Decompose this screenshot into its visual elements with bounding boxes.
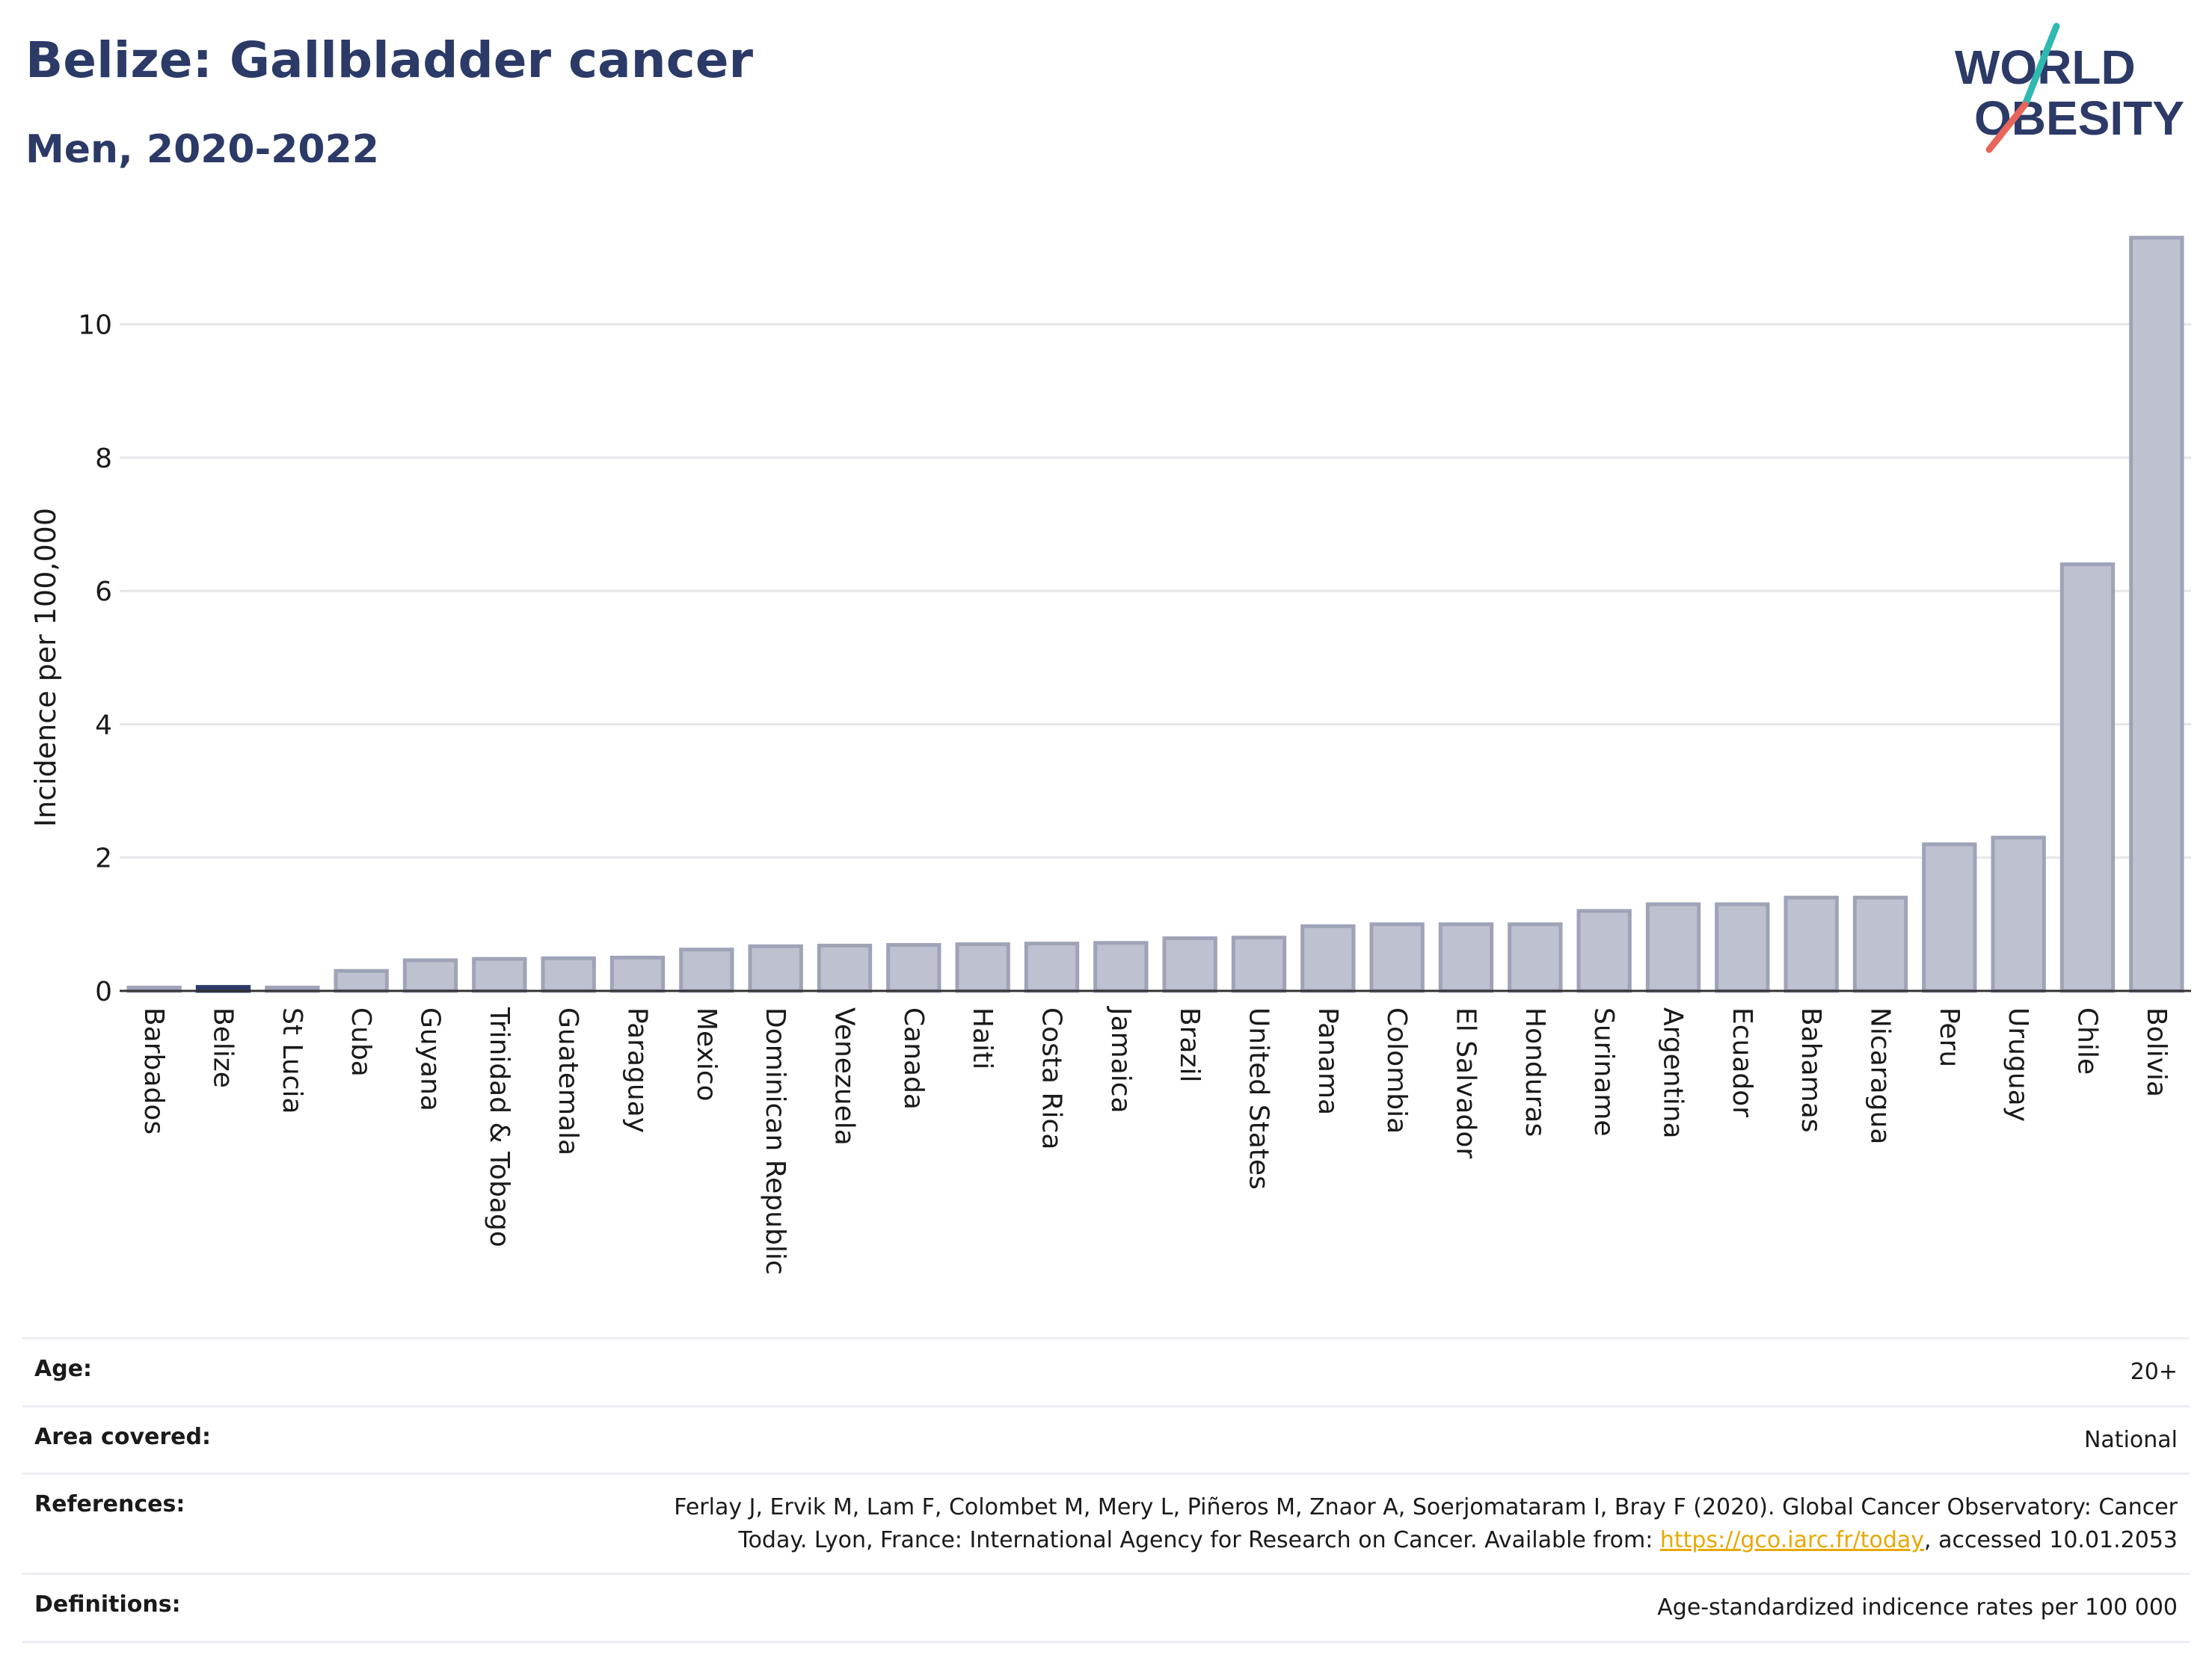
x-tick-label: Costa Rica	[1036, 1007, 1067, 1149]
x-tick-label: Uruguay	[2003, 1007, 2033, 1122]
y-tick-label: 6	[95, 577, 112, 607]
x-tick-label: Dominican Republic	[760, 1007, 790, 1275]
x-tick-label: Argentina	[1658, 1007, 1689, 1139]
bar-uruguay	[1991, 835, 2046, 993]
x-tick-label: Guatemala	[553, 1007, 583, 1155]
info-row-area: Area covered: National	[22, 1404, 2190, 1474]
info-row-definitions: Definitions: Age-standardized indicence …	[22, 1573, 2190, 1643]
age-label: Age:	[22, 1337, 360, 1406]
bar-argentina	[1645, 902, 1701, 993]
x-tick-label: Ecuador	[1727, 1007, 1757, 1117]
bar-paraguay	[609, 955, 666, 993]
age-value: 20+	[360, 1337, 2190, 1406]
bar-brazil	[1162, 936, 1217, 993]
x-tick-label: Brazil	[1174, 1007, 1205, 1082]
x-tick-label: Barbados	[138, 1007, 169, 1134]
x-tick-label: Belize	[208, 1007, 239, 1088]
definitions-value: Age-standardized indicence rates per 100…	[360, 1573, 2190, 1643]
bar-peru	[1922, 842, 1977, 993]
x-tick-label: St Lucia	[277, 1007, 307, 1114]
x-tick-label: Suriname	[1588, 1007, 1619, 1137]
x-tick-label: Paraguay	[622, 1007, 653, 1133]
x-tick-label: Cuba	[345, 1007, 376, 1077]
x-tick-label: Colombia	[1381, 1007, 1412, 1134]
bar-dominican-republic	[748, 944, 803, 993]
bar-jamaica	[1093, 941, 1149, 993]
definitions-label: Definitions:	[22, 1573, 360, 1643]
logo-slash-red	[1985, 101, 2029, 153]
bar-guyana	[402, 958, 458, 993]
x-tick-label: Panama	[1312, 1007, 1343, 1115]
y-tick-label: 10	[78, 310, 112, 341]
chart-subtitle: Men, 2020-2022	[25, 127, 379, 172]
x-tick-label: Guyana	[415, 1007, 446, 1111]
chart-title: Belize: Gallbladder cancer	[25, 31, 754, 89]
world-obesity-logo: WORLD OBESITY	[1955, 22, 2184, 153]
bar-panama	[1300, 924, 1356, 993]
bar-guatemala	[541, 956, 596, 993]
x-tick-label: Jamaica	[1105, 1006, 1136, 1114]
references-value: Ferlay J, Ervik M, Lam F, Colombet M, Me…	[360, 1473, 2190, 1574]
info-table: Age: 20+ Area covered: National Referenc…	[22, 1337, 2190, 1643]
references-text-2: Today. Lyon, France: International Agenc…	[738, 1526, 1660, 1553]
x-tick-label: Trinidad & Tobago	[484, 1007, 514, 1247]
area-label: Area covered:	[22, 1404, 360, 1474]
bar-suriname	[1576, 909, 1632, 993]
bar-bolivia	[2129, 236, 2184, 993]
bar-el-salvador	[1438, 922, 1494, 993]
bar-haiti	[955, 942, 1010, 993]
x-tick-label: Peru	[1934, 1007, 1964, 1067]
logo-obesity-text: OBESITY	[1974, 91, 2184, 145]
bar-colombia	[1369, 922, 1425, 993]
x-tick-label: Haiti	[967, 1007, 998, 1069]
x-tick-label: Venezuela	[829, 1007, 860, 1146]
bar-chile	[2059, 562, 2116, 993]
y-tick-label: 2	[95, 844, 112, 874]
bar-nicaragua	[1852, 895, 1908, 993]
x-tick-label: Chile	[2072, 1007, 2103, 1075]
y-axis-label: Incidence per 100,000	[29, 508, 62, 827]
bar-trinidad-tobago	[472, 957, 527, 993]
x-tick-label: Honduras	[1520, 1007, 1550, 1137]
bar-ecuador	[1715, 902, 1770, 993]
bar-cuba	[334, 968, 389, 993]
bar-chart: 0 2 4 6 8 10 Incidence per 100,000 Barbados Beli…	[29, 236, 2191, 1275]
y-tick-label: 8	[95, 443, 112, 474]
info-row-references: References: Ferlay J, Ervik M, Lam F, Co…	[22, 1473, 2190, 1574]
x-tick-label: Bahamas	[1795, 1007, 1826, 1133]
y-tick-label: 4	[95, 710, 112, 740]
bar-bahamas	[1784, 895, 1839, 993]
area-value: National	[360, 1404, 2190, 1474]
bar-venezuela	[817, 943, 873, 993]
bar-honduras	[1508, 922, 1563, 993]
references-text-3: , accessed 10.01.2053	[1924, 1526, 2178, 1553]
x-tick-label: United States	[1244, 1007, 1274, 1190]
bar-canada	[886, 943, 941, 993]
x-tick-label: Bolivia	[2141, 1007, 2172, 1097]
y-tick-label: 0	[95, 977, 112, 1007]
bar-costa-rica	[1024, 942, 1080, 993]
x-tick-label: Nicaragua	[1865, 1007, 1896, 1144]
bar-mexico	[679, 948, 734, 993]
logo-slash-teal	[2021, 22, 2060, 108]
references-label: References:	[22, 1473, 360, 1574]
bar-united-states	[1231, 936, 1287, 993]
info-row-age: Age: 20+	[22, 1337, 2190, 1406]
x-tick-label: Mexico	[691, 1007, 722, 1102]
x-tick-label: El Salvador	[1451, 1007, 1481, 1158]
x-tick-label: Canada	[898, 1007, 929, 1110]
references-link[interactable]: https://gco.iarc.fr/today	[1659, 1526, 1925, 1553]
references-text-1: Ferlay J, Ervik M, Lam F, Colombet M, Me…	[674, 1494, 2178, 1520]
